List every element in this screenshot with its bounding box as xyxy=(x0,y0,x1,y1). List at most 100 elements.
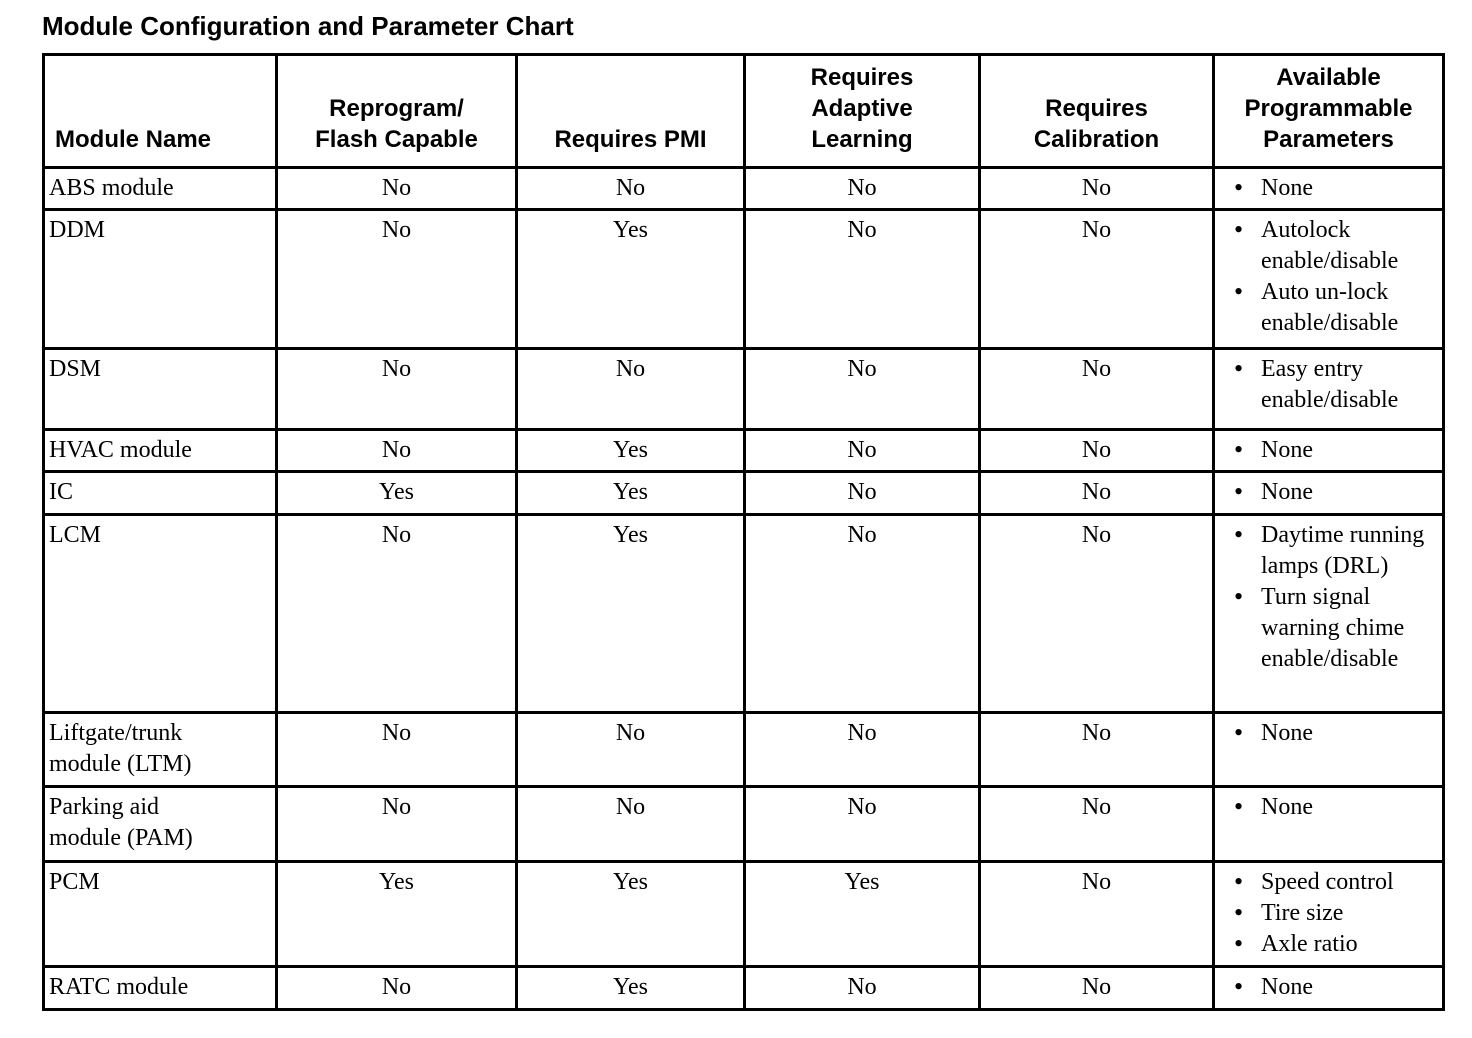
adaptive-cell: No xyxy=(743,513,981,714)
calibration-cell: No xyxy=(978,208,1215,350)
parameter-item: • Speed control xyxy=(1219,867,1438,898)
parameter-text: Tire size xyxy=(1261,900,1344,926)
module-name-cell: ABS module xyxy=(42,166,278,211)
calibration-cell: No xyxy=(978,711,1215,788)
adaptive-cell: No xyxy=(743,965,981,1011)
header-line: Reprogram/ xyxy=(329,95,464,122)
module-name: DDM xyxy=(49,217,106,243)
column-header-programmable-parameters: Available Programmable Parameters xyxy=(1212,53,1445,169)
adaptive-cell: No xyxy=(743,166,981,211)
bullet-icon: • xyxy=(1234,354,1244,383)
bullet-icon: • xyxy=(1234,792,1244,821)
table-row-ltm: Liftgate/trunk module (LTM) No No No No … xyxy=(42,711,1445,788)
parameter-item: • None xyxy=(1219,435,1438,466)
pmi-cell: Yes xyxy=(515,470,746,516)
parameter-item: • Easy entry enable/disable xyxy=(1219,354,1438,416)
table-row-ratc: RATC module No Yes No No • None xyxy=(42,965,1445,1011)
reprogram-cell: No xyxy=(275,785,518,863)
parameters-cell: • None xyxy=(1212,428,1445,473)
module-name-cell: IC xyxy=(42,470,278,516)
module-name-cell: DSM xyxy=(42,347,278,431)
table-row-hvac: HVAC module No Yes No No • None xyxy=(42,428,1445,473)
parameters-cell: • None xyxy=(1212,785,1445,863)
reprogram-cell: No xyxy=(275,711,518,788)
parameter-item: • Daytime running lamps (DRL) xyxy=(1219,520,1438,582)
module-name-cell: Parking aid module (PAM) xyxy=(42,785,278,863)
module-configuration-table: Module Name Reprogram/ Flash Capable Req… xyxy=(42,53,1445,1011)
parameters-cell: • Easy entry enable/disable xyxy=(1212,347,1445,431)
module-name: LCM xyxy=(49,522,102,548)
bullet-icon: • xyxy=(1234,972,1244,1001)
header-line: Calibration xyxy=(1033,126,1160,153)
parameter-item: • None xyxy=(1219,477,1438,508)
adaptive-cell: No xyxy=(743,470,981,516)
parameter-item: • None xyxy=(1219,972,1438,1003)
module-name-cell: Liftgate/trunk module (LTM) xyxy=(42,711,278,788)
bullet-icon: • xyxy=(1234,929,1244,958)
bullet-icon: • xyxy=(1234,173,1244,202)
header-line: Requires PMI xyxy=(554,126,707,153)
column-header-reprogram-flash: Reprogram/ Flash Capable xyxy=(275,53,518,169)
parameters-cell: • Speed control • Tire size • Axle ratio xyxy=(1212,860,1445,968)
header-line: Requires xyxy=(810,64,914,91)
document-page: Module Configuration and Parameter Chart… xyxy=(42,11,1445,1011)
calibration-cell: No xyxy=(978,428,1215,473)
parameter-item: • Autolock enable/disable xyxy=(1219,215,1438,277)
pmi-cell: Yes xyxy=(515,965,746,1011)
table-row-ic: IC Yes Yes No No • None xyxy=(42,470,1445,516)
parameter-text: Daytime running lamps (DRL) xyxy=(1261,522,1425,579)
pmi-cell: No xyxy=(515,166,746,211)
module-name: IC xyxy=(49,479,73,505)
module-name-cell: LCM xyxy=(42,513,278,714)
page-title: Module Configuration and Parameter Chart xyxy=(42,11,574,41)
parameter-text: None xyxy=(1261,437,1313,463)
pmi-cell: No xyxy=(515,711,746,788)
table-row-abs: ABS module No No No No • None xyxy=(42,166,1445,211)
adaptive-cell: No xyxy=(743,208,981,350)
reprogram-cell: No xyxy=(275,166,518,211)
pmi-cell: Yes xyxy=(515,513,746,714)
reprogram-cell: No xyxy=(275,428,518,473)
parameters-cell: • None xyxy=(1212,166,1445,211)
reprogram-cell: No xyxy=(275,208,518,350)
parameter-item: • Axle ratio xyxy=(1219,929,1438,960)
parameter-item: • Auto un-lock enable/disable xyxy=(1219,277,1438,339)
table-row-dsm: DSM No No No No • Easy entry enable/disab… xyxy=(42,347,1445,431)
parameter-text: Easy entry enable/disable xyxy=(1261,356,1399,413)
pmi-cell: Yes xyxy=(515,428,746,473)
pmi-cell: Yes xyxy=(515,860,746,968)
parameter-text: Auto un-lock enable/disable xyxy=(1261,279,1399,336)
parameters-cell: • Autolock enable/disable • Auto un-lock e… xyxy=(1212,208,1445,350)
bullet-icon: • xyxy=(1234,898,1244,927)
column-header-module-name: Module Name xyxy=(42,53,278,169)
header-line: Requires xyxy=(1045,95,1148,122)
reprogram-cell: No xyxy=(275,513,518,714)
adaptive-cell: No xyxy=(743,785,981,863)
module-name-cell: DDM xyxy=(42,208,278,350)
adaptive-cell: No xyxy=(743,711,981,788)
adaptive-cell: No xyxy=(743,428,981,473)
module-name: HVAC module xyxy=(49,437,192,463)
parameters-cell: • Daytime running lamps (DRL) • Turn signa… xyxy=(1212,513,1445,714)
table-row-pam: Parking aid module (PAM) No No No No • No… xyxy=(42,785,1445,863)
column-header-requires-calibration: Requires Calibration xyxy=(978,53,1215,169)
bullet-icon: • xyxy=(1234,215,1244,244)
adaptive-cell: No xyxy=(743,347,981,431)
pmi-cell: No xyxy=(515,347,746,431)
table-row-ddm: DDM No Yes No No • Autolock enable/disabl… xyxy=(42,208,1445,350)
parameter-item: • None xyxy=(1219,792,1438,823)
reprogram-cell: Yes xyxy=(275,470,518,516)
module-name: Parking aid module (PAM) xyxy=(49,794,193,851)
column-header-requires-pmi: Requires PMI xyxy=(515,53,746,169)
reprogram-cell: No xyxy=(275,347,518,431)
parameter-text: Autolock enable/disable xyxy=(1261,217,1399,274)
bullet-icon: • xyxy=(1234,520,1244,549)
adaptive-cell: Yes xyxy=(743,860,981,968)
parameter-item: • Turn signal warning chime enable/disabl… xyxy=(1219,582,1438,675)
bullet-icon: • xyxy=(1234,718,1244,747)
calibration-cell: No xyxy=(978,347,1215,431)
parameters-cell: • None xyxy=(1212,470,1445,516)
header-row: Module Name Reprogram/ Flash Capable Req… xyxy=(42,53,1445,169)
reprogram-cell: Yes xyxy=(275,860,518,968)
reprogram-cell: No xyxy=(275,965,518,1011)
